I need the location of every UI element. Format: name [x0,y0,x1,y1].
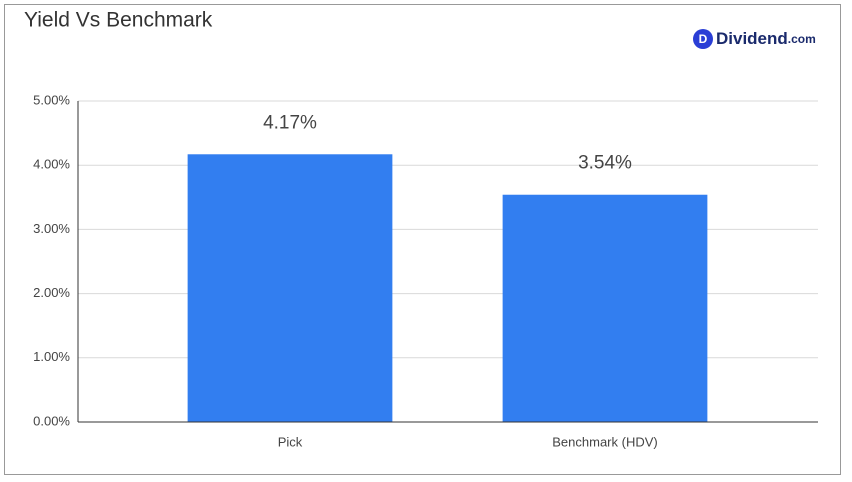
logo-suffix: .com [788,32,816,46]
logo-text: Dividend.com [716,29,816,48]
logo-badge [693,29,713,49]
y-tick-label: 0.00% [33,413,70,428]
logo-icon: D [699,32,708,46]
value-label: 4.17% [263,112,317,133]
y-tick-label: 2.00% [33,285,70,300]
y-tick-label: 1.00% [33,349,70,364]
y-tick-label: 3.00% [33,221,70,236]
x-tick-label: Pick [278,434,303,449]
frame [4,4,841,475]
bar [502,194,708,422]
bar [187,154,393,422]
logo-name: Dividend [716,29,788,48]
y-tick-label: 5.00% [33,92,70,107]
chart-title: Yield Vs Benchmark [24,9,213,32]
x-tick-label: Benchmark (HDV) [552,434,657,449]
value-label: 3.54% [578,153,632,174]
y-tick-label: 4.00% [33,157,70,172]
